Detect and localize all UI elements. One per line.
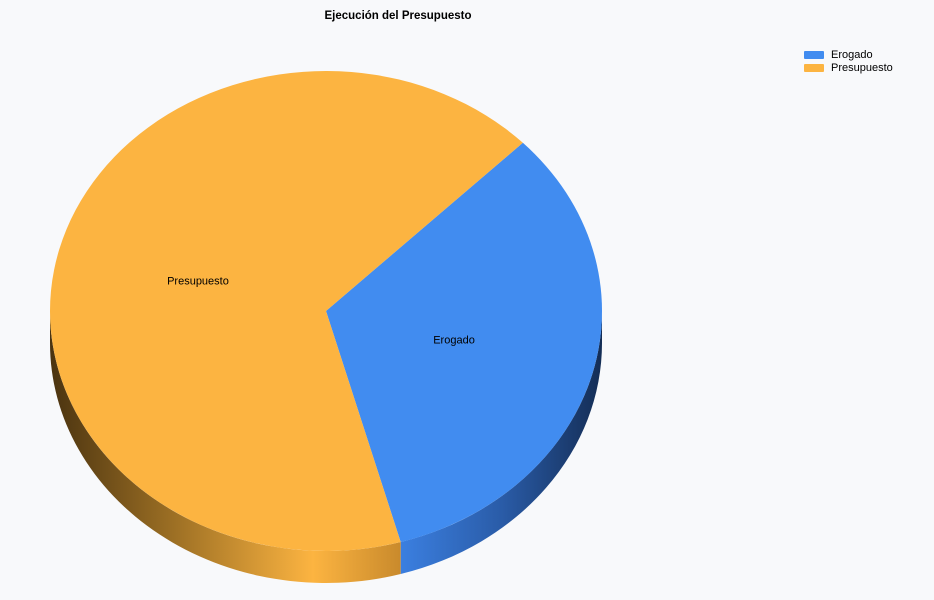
legend-swatch-erogado xyxy=(804,50,824,59)
pie-labels: Erogado Presupuesto xyxy=(167,275,475,346)
legend-swatch-presupuesto xyxy=(804,64,824,73)
slice-label-erogado: Erogado xyxy=(433,335,475,347)
pie-side-presupuesto xyxy=(50,311,401,583)
pie-slice-erogado xyxy=(326,142,603,543)
pie-tops xyxy=(50,71,603,551)
pie-sides xyxy=(50,311,602,583)
pie-slice-presupuesto xyxy=(50,71,523,551)
legend-label-presupuesto: Presupuesto xyxy=(831,62,893,75)
legend-label-erogado: Erogado xyxy=(831,48,873,61)
legend-item-erogado: Erogado xyxy=(804,48,893,62)
slice-label-presupuesto: Presupuesto xyxy=(167,275,229,287)
pie-side-erogado xyxy=(400,311,602,575)
legend-item-presupuesto: Presupuesto xyxy=(804,62,893,76)
legend: Erogado Presupuesto xyxy=(804,48,893,75)
chart-title: Ejecución del Presupuesto xyxy=(324,10,472,22)
